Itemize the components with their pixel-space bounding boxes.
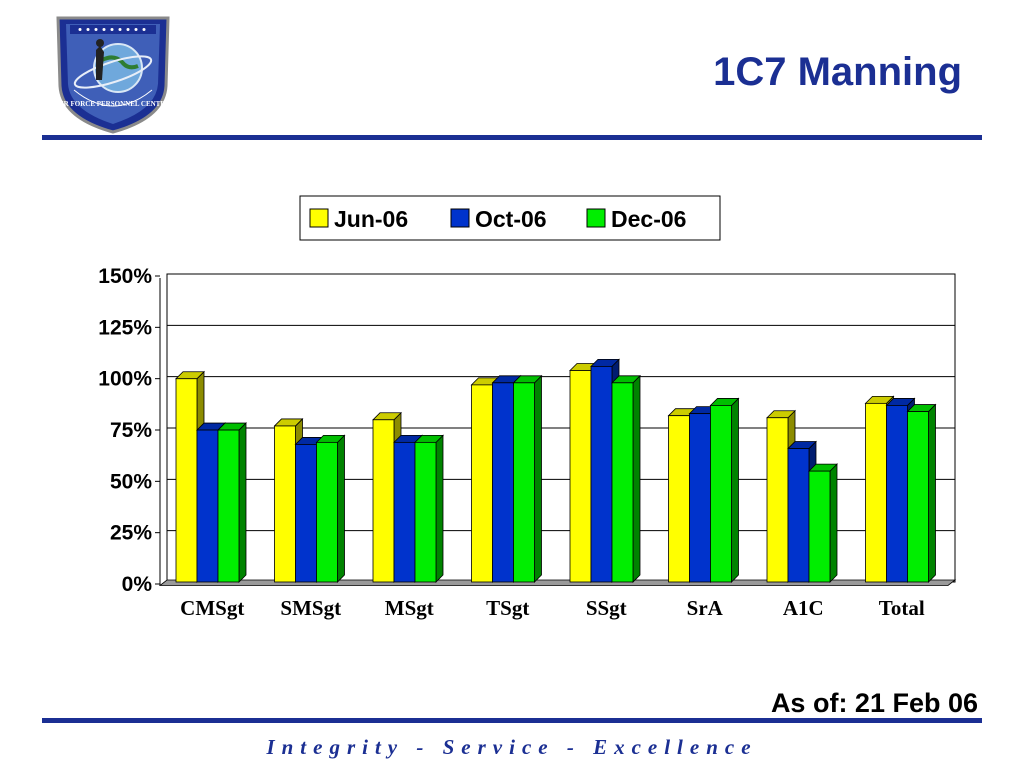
slide-title: 1C7 Manning [713,50,962,94]
y-tick-label: 50% [110,470,152,493]
bar-front [217,429,240,583]
bar-front [414,441,437,583]
bar-dec-06-msgt [414,434,444,583]
y-tick-label: 100% [98,368,152,391]
bar-front [196,429,219,583]
bar-dec-06-sra [709,397,740,583]
bar-dec-06-cmsgt [217,422,247,583]
x-tick-label: SrA [687,596,724,620]
bar-dec-06-a1c [808,463,838,583]
x-tick-label: Total [879,596,925,620]
bar-front [274,425,296,583]
bar-side [337,434,345,583]
bar-dec-06-smsgt [315,434,346,583]
bar-front [513,382,535,583]
legend-label-oct-06: Oct-06 [475,206,547,232]
bar-front [316,441,338,583]
bar-front [590,365,613,583]
bar-front [372,419,395,583]
x-tick-label: SMSgt [280,596,341,620]
y-tick-label: 150% [98,265,152,288]
bar-front [787,448,810,583]
bar-side [632,374,641,583]
x-tick-label: MSgt [385,596,434,620]
legend-label-jun-06: Jun-06 [334,206,408,232]
x-tick-label: CMSgt [180,596,244,620]
footer-divider [42,718,982,723]
legend-swatch-dec-06 [586,208,606,228]
bar-side [435,434,444,583]
bar-front [393,441,416,583]
x-tick-label: SSgt [586,596,627,620]
x-tick-label: A1C [783,596,824,620]
bar-front [689,413,711,583]
bar-front [668,415,690,583]
title-divider [42,135,982,140]
bar-side [534,374,542,583]
as-of-date: As of: 21 Feb 06 [770,688,978,718]
bar-dec-06-total [906,403,937,583]
bar-front [766,417,789,583]
bar-front [907,411,929,583]
legend-box [299,195,721,241]
y-tick-label: 25% [110,522,152,545]
bar-side [731,397,739,583]
bar-front [710,405,732,583]
bar-front [808,470,831,583]
y-tick-label: 75% [110,419,152,442]
legend-label-dec-06: Dec-06 [611,206,686,232]
bar-side [829,463,838,583]
chart-floor [158,579,957,586]
legend-swatch-oct-06 [450,208,470,228]
bar-dec-06-tsgt [512,374,543,583]
bar-front [295,444,317,583]
y-tick-label: 0% [122,573,153,596]
bar-front [611,382,634,583]
bar-front [569,370,592,583]
legend-swatch-jun-06 [309,208,329,228]
bar-side [928,403,936,583]
y-tick-label: 125% [98,316,152,339]
bar-front [886,405,908,583]
footer-motto: Integrity - Service - Excellence [266,735,758,759]
bar-dec-06-ssgt [611,374,641,583]
bar-front [471,384,493,583]
bar-front [865,402,887,583]
logo-lettering: AIR FORCE PERSONNEL CENTER [56,100,171,108]
bar-side [238,422,247,583]
bar-front [492,382,514,583]
air-force-personnel-center-logo: AIR FORCE PERSONNEL CENTER [56,16,171,134]
bar-front [175,378,198,583]
x-tick-label: TSgt [486,596,529,620]
